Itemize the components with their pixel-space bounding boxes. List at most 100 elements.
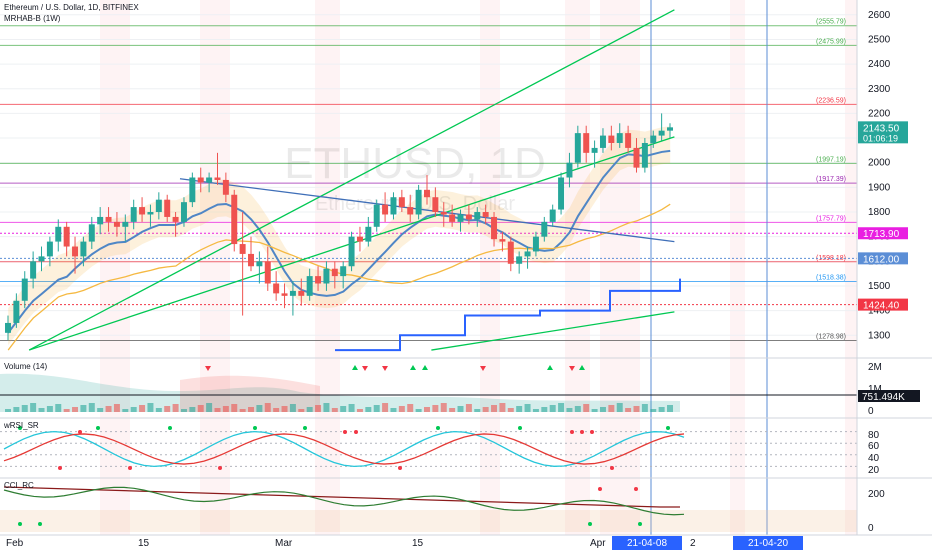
candle-body <box>608 135 615 143</box>
fast-average-line <box>7 149 671 334</box>
candle-body <box>667 127 673 131</box>
candle-body <box>583 133 590 153</box>
candle-body <box>130 207 137 222</box>
candle-body <box>222 179 229 195</box>
volume-bar <box>348 404 355 412</box>
candle-body <box>331 268 338 277</box>
volume-bar <box>449 408 456 412</box>
buy-marker <box>422 365 428 370</box>
volume-bar <box>172 404 179 412</box>
pane-tick-label: 60 <box>868 441 880 452</box>
sell-marker <box>205 366 211 371</box>
volume-bar <box>474 409 481 412</box>
volume-bar <box>281 406 288 412</box>
candle-body <box>658 130 665 136</box>
candle-body <box>231 194 238 245</box>
volume-bar <box>155 408 162 412</box>
volume-bar <box>415 409 422 412</box>
time-tick-label: 15 <box>412 538 424 549</box>
rsi-sell-dot <box>128 466 132 470</box>
candle-body <box>641 142 648 168</box>
volume-bar <box>5 409 11 412</box>
volume-bar <box>273 408 280 412</box>
volume-bar <box>532 409 539 412</box>
volume-bar <box>356 409 363 412</box>
candle-body <box>365 226 372 242</box>
volume-bar <box>440 403 447 412</box>
price-badge <box>858 298 908 311</box>
rsi-sell-dot <box>78 430 82 434</box>
candle-body <box>97 216 104 225</box>
volume-bar <box>432 405 439 412</box>
level-label: (1917.39) <box>816 176 846 183</box>
volume-bar <box>507 408 514 412</box>
trendline <box>179 178 675 243</box>
pane-tick-label: 20 <box>868 465 880 476</box>
cci-signal-line <box>3 486 680 508</box>
trendline <box>28 9 675 351</box>
price-tick-label: 2000 <box>868 158 891 169</box>
candle-body <box>239 244 246 254</box>
volume-bar <box>139 405 146 412</box>
volume-bar <box>482 407 489 412</box>
volume-bar <box>625 408 632 412</box>
volume-bar <box>214 408 221 412</box>
volume-bar <box>650 409 657 412</box>
volume-bar <box>164 406 171 412</box>
rsi-buy-dot <box>18 426 22 430</box>
price-tick-label: 1300 <box>868 330 891 341</box>
volume-bar <box>633 406 640 412</box>
candle-body <box>214 177 221 180</box>
candle-body <box>650 135 657 143</box>
volume-bar <box>390 408 397 412</box>
watermark-name: Ethereum / U.S. Dollar <box>315 193 515 215</box>
candle-body <box>80 241 87 257</box>
volume-bar <box>323 403 330 412</box>
buy-marker <box>352 365 358 370</box>
volume-bar <box>239 409 246 412</box>
volume-bar <box>382 403 389 412</box>
candle-body <box>633 147 640 168</box>
candle-body <box>474 212 481 220</box>
candle-body <box>591 147 598 153</box>
volume-bar <box>373 405 380 412</box>
candle-body <box>574 133 581 163</box>
candle-body <box>21 278 28 301</box>
candle-body <box>164 199 171 217</box>
level-label: (2475.99) <box>816 38 846 45</box>
candle-body <box>482 212 489 217</box>
price-tick-label: 2200 <box>868 108 891 119</box>
volume-bar <box>516 406 523 412</box>
volume-bar <box>499 403 506 412</box>
pane-tick-label: 1M <box>868 384 882 395</box>
candle-body <box>507 241 514 264</box>
rsi-sell-dot <box>570 430 574 434</box>
price-badge <box>858 227 908 240</box>
candle-body <box>273 283 280 294</box>
pane-tick-label: 0 <box>868 523 874 534</box>
level-label: (1757.79) <box>816 215 846 222</box>
date-highlight-label: 21-04-20 <box>748 538 788 549</box>
volume-bar <box>424 407 430 412</box>
volume-bar <box>30 403 37 412</box>
time-tick-label: 15 <box>138 538 150 549</box>
level-label: (1997.19) <box>816 156 846 163</box>
volume-bar <box>315 405 322 412</box>
rsi-line <box>3 430 685 468</box>
volume-bar <box>264 403 271 412</box>
volume-bar <box>197 405 204 412</box>
time-tick-label: Mar <box>275 538 293 549</box>
candle-body <box>264 261 271 284</box>
candle-body <box>206 177 213 183</box>
candle-body <box>340 266 347 277</box>
candle-body <box>172 216 179 222</box>
candle-body <box>13 300 20 323</box>
cci-sell-dot <box>598 487 602 491</box>
volume-bar <box>583 404 590 412</box>
signal-band <box>480 0 500 535</box>
signal-band <box>730 0 745 535</box>
volume-badge-value: 751.494K <box>862 392 905 403</box>
candle-body <box>323 268 330 284</box>
